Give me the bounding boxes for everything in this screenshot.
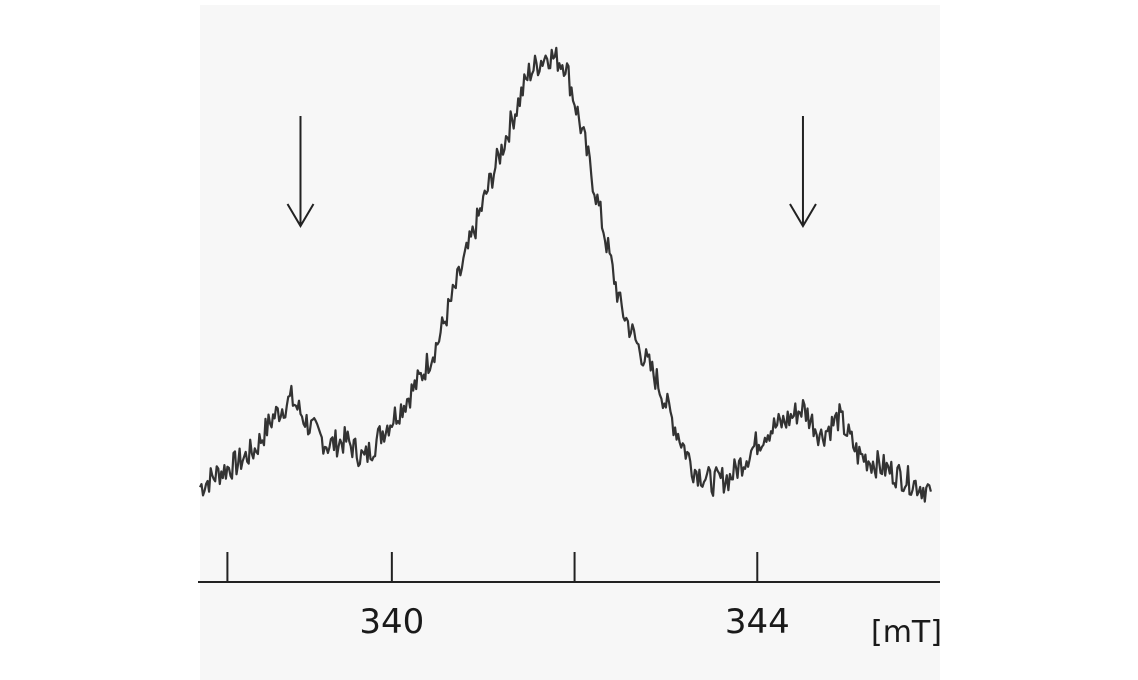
x-tick-label: 344: [725, 602, 790, 642]
plot-background: [200, 5, 940, 680]
down-arrow-icon: [789, 116, 817, 228]
annotation-layer: [286, 116, 817, 228]
x-axis-tick-labels: 340 344: [359, 602, 789, 642]
spectrum-line: [199, 46, 932, 503]
down-arrow-icon: [286, 116, 315, 228]
x-axis-ticks: [226, 552, 759, 582]
x-tick-label: 340: [359, 602, 424, 642]
x-axis-unit-label: [mT]: [871, 615, 942, 650]
